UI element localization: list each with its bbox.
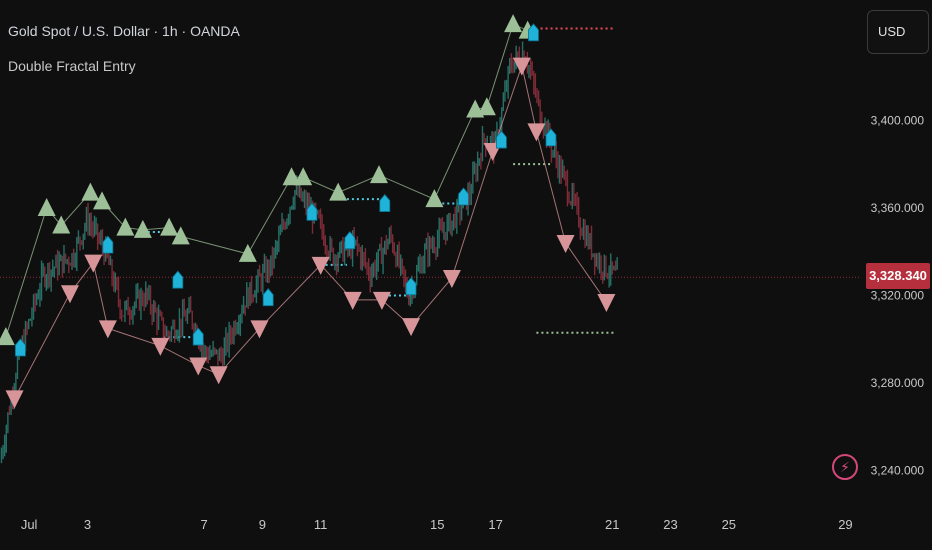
upper-fractal-marker bbox=[238, 243, 257, 262]
y-tick-label: 3,280.000 bbox=[871, 376, 925, 390]
upper-fractal-marker bbox=[425, 189, 444, 208]
lower-fractal-marker bbox=[151, 337, 170, 356]
last-price-tag: 3,328.340 bbox=[866, 263, 930, 289]
x-tick-label: 3 bbox=[84, 517, 91, 532]
x-tick-label: 17 bbox=[488, 517, 502, 532]
entry-signal-marker bbox=[102, 235, 114, 254]
entry-signal-marker bbox=[15, 338, 26, 357]
x-tick-label: 7 bbox=[200, 517, 207, 532]
upper-fractal-marker bbox=[504, 14, 523, 33]
x-tick-label: 23 bbox=[663, 517, 677, 532]
lower-fractal-marker bbox=[250, 320, 269, 339]
x-tick-label: 9 bbox=[259, 517, 266, 532]
lower-fractal-marker bbox=[311, 256, 330, 275]
upper-fractal-marker bbox=[477, 97, 496, 116]
y-tick-label: 3,240.000 bbox=[871, 464, 925, 478]
lower-fractal-line bbox=[14, 63, 607, 399]
x-tick-label: 25 bbox=[722, 517, 736, 532]
lower-fractal-marker bbox=[209, 366, 228, 385]
lower-fractal-marker bbox=[5, 390, 24, 409]
lower-fractal-marker bbox=[402, 318, 421, 337]
lower-fractal-marker bbox=[597, 294, 616, 313]
upper-fractal-marker bbox=[0, 327, 15, 346]
symbol-title: Gold Spot / U.S. Dollar · 1h · OANDA bbox=[8, 23, 240, 39]
indicator-name: Double Fractal Entry bbox=[8, 58, 136, 74]
entry-signal-marker bbox=[496, 130, 507, 149]
entry-signal-marker bbox=[379, 193, 391, 212]
entry-signal-marker bbox=[528, 23, 539, 42]
x-tick-label: 15 bbox=[430, 517, 444, 532]
upper-fractal-marker bbox=[282, 167, 301, 186]
upper-fractal-marker bbox=[294, 167, 313, 186]
lower-fractal-marker bbox=[343, 291, 362, 310]
x-tick-label: 11 bbox=[314, 517, 328, 532]
lower-fractal-marker bbox=[527, 123, 546, 142]
upper-fractal-marker bbox=[369, 165, 388, 184]
y-tick-label: 3,360.000 bbox=[871, 201, 925, 215]
entry-signal-marker bbox=[172, 270, 184, 289]
x-tick-label: 21 bbox=[605, 517, 619, 532]
y-tick-label: 3,400.000 bbox=[871, 113, 925, 127]
entry-signal-marker bbox=[262, 288, 274, 307]
lower-fractal-marker bbox=[60, 285, 79, 304]
upper-fractal-marker bbox=[160, 217, 179, 236]
x-tick-label: 29 bbox=[838, 517, 852, 532]
lower-fractal-marker bbox=[98, 320, 117, 339]
entry-signal-marker bbox=[192, 327, 204, 346]
entry-signal-marker bbox=[306, 202, 318, 221]
entry-signal-marker bbox=[545, 128, 557, 147]
upper-fractal-marker bbox=[171, 226, 190, 245]
x-tick-label: Jul bbox=[21, 517, 38, 532]
entry-signal-marker bbox=[458, 187, 469, 206]
lower-fractal-marker bbox=[84, 254, 103, 273]
upper-fractal-marker bbox=[133, 219, 152, 238]
upper-fractal-marker bbox=[81, 182, 100, 201]
upper-fractal-marker bbox=[116, 217, 135, 236]
entry-signal-marker bbox=[344, 231, 356, 250]
entry-signal-marker bbox=[405, 277, 417, 296]
upper-fractal-marker bbox=[93, 191, 112, 210]
lower-fractal-marker bbox=[556, 234, 575, 253]
y-tick-label: 3,320.000 bbox=[871, 288, 925, 302]
upper-fractal-marker bbox=[37, 197, 56, 216]
lower-fractal-marker bbox=[442, 269, 461, 288]
lower-fractal-marker bbox=[512, 57, 531, 76]
lightning-icon[interactable]: ⚡ bbox=[832, 454, 858, 480]
currency-button[interactable]: USD bbox=[867, 10, 929, 54]
upper-fractal-marker bbox=[52, 215, 71, 234]
lower-fractal-marker bbox=[372, 291, 391, 310]
lower-fractal-marker bbox=[189, 357, 208, 376]
upper-fractal-marker bbox=[329, 182, 348, 201]
